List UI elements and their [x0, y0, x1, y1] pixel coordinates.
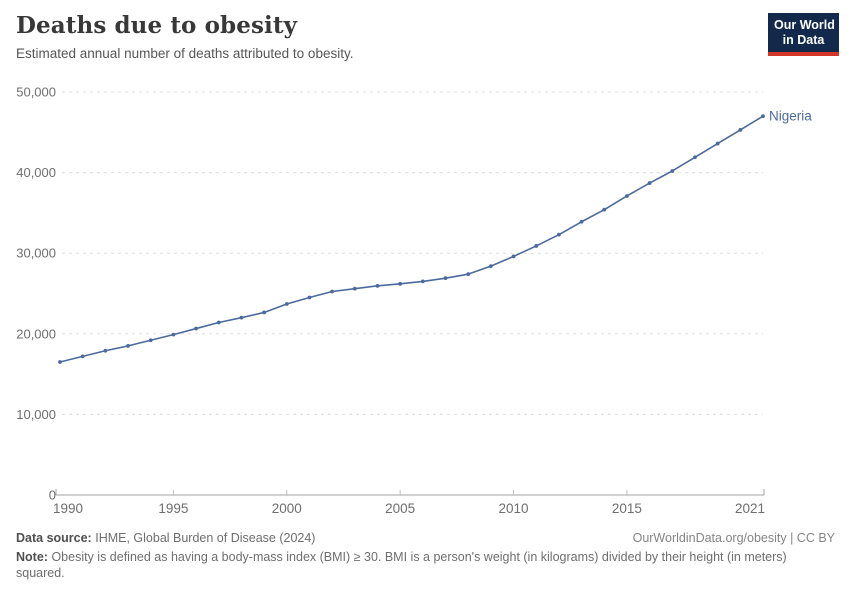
chart-subtitle: Estimated annual number of deaths attrib…: [16, 46, 354, 61]
data-point-marker[interactable]: [216, 320, 221, 325]
data-point-marker[interactable]: [420, 279, 425, 284]
owid-logo-line2: in Data: [782, 33, 825, 47]
data-point-marker[interactable]: [557, 232, 561, 237]
y-axis-tick-label: 30,000: [16, 246, 56, 261]
x-axis-tick-label: 1990: [53, 501, 83, 516]
data-point-marker[interactable]: [80, 354, 85, 359]
data-point-marker[interactable]: [398, 281, 403, 286]
chart-note: Note: Obesity is defined as having a bod…: [16, 549, 835, 581]
data-point-marker[interactable]: [579, 219, 584, 224]
data-point-marker[interactable]: [262, 310, 266, 315]
note-label: Note:: [16, 550, 48, 564]
series-label-nigeria[interactable]: Nigeria: [769, 109, 812, 124]
data-point-marker[interactable]: [126, 343, 130, 348]
x-axis-tick-label: 2010: [499, 501, 529, 516]
header: Deaths due to obesity Estimated annual n…: [16, 12, 353, 61]
data-source: Data source: IHME, Global Burden of Dise…: [16, 531, 315, 545]
data-point-marker[interactable]: [284, 302, 289, 306]
data-source-text: IHME, Global Burden of Disease (2024): [95, 531, 316, 545]
data-point-marker[interactable]: [534, 244, 539, 248]
data-point-marker[interactable]: [171, 332, 176, 337]
y-axis-tick-label: 10,000: [16, 407, 56, 422]
data-point-marker[interactable]: [375, 283, 380, 288]
x-axis-tick-label: 2021: [735, 501, 765, 516]
data-point-marker[interactable]: [307, 295, 312, 300]
data-point-marker[interactable]: [239, 315, 244, 320]
data-point-marker[interactable]: [103, 348, 108, 353]
y-axis-tick-label: 50,000: [16, 85, 56, 100]
data-point-marker[interactable]: [511, 254, 516, 259]
data-point-marker[interactable]: [443, 276, 448, 281]
data-point-marker[interactable]: [194, 326, 198, 331]
owid-logo-line1: Our World: [774, 18, 835, 32]
x-axis-tick-label: 2000: [272, 501, 302, 516]
owid-license-link[interactable]: OurWorldinData.org/obesity | CC BY: [632, 531, 835, 545]
note-text: Obesity is defined as having a body-mass…: [16, 550, 787, 580]
data-point-marker[interactable]: [625, 194, 629, 198]
data-point-marker[interactable]: [715, 141, 720, 146]
data-point-marker[interactable]: [488, 264, 493, 268]
data-source-label: Data source:: [16, 531, 92, 545]
footer: Data source: IHME, Global Burden of Dise…: [16, 531, 835, 581]
data-point-marker[interactable]: [761, 114, 765, 119]
data-point-marker[interactable]: [58, 360, 62, 364]
x-axis-tick-label: 2015: [612, 501, 642, 516]
data-point-marker[interactable]: [693, 155, 697, 160]
y-axis-tick-label: 40,000: [16, 165, 56, 180]
owid-logo: Our World in Data: [768, 13, 839, 56]
x-axis-tick-label: 2005: [385, 501, 415, 516]
y-axis-tick-label: 20,000: [16, 326, 56, 341]
page-title: Deaths due to obesity: [16, 12, 298, 39]
x-axis-tick-label: 1995: [158, 501, 188, 516]
data-point-marker[interactable]: [330, 289, 335, 294]
data-point-marker[interactable]: [466, 272, 471, 277]
data-point-marker[interactable]: [647, 181, 652, 185]
data-point-marker[interactable]: [602, 207, 607, 212]
y-axis-tick-label: 0: [49, 488, 56, 503]
data-point-marker[interactable]: [670, 169, 675, 173]
line-series-nigeria[interactable]: [59, 115, 764, 363]
data-point-marker[interactable]: [352, 286, 357, 291]
data-point-marker[interactable]: [738, 127, 743, 132]
data-point-marker[interactable]: [148, 338, 153, 343]
